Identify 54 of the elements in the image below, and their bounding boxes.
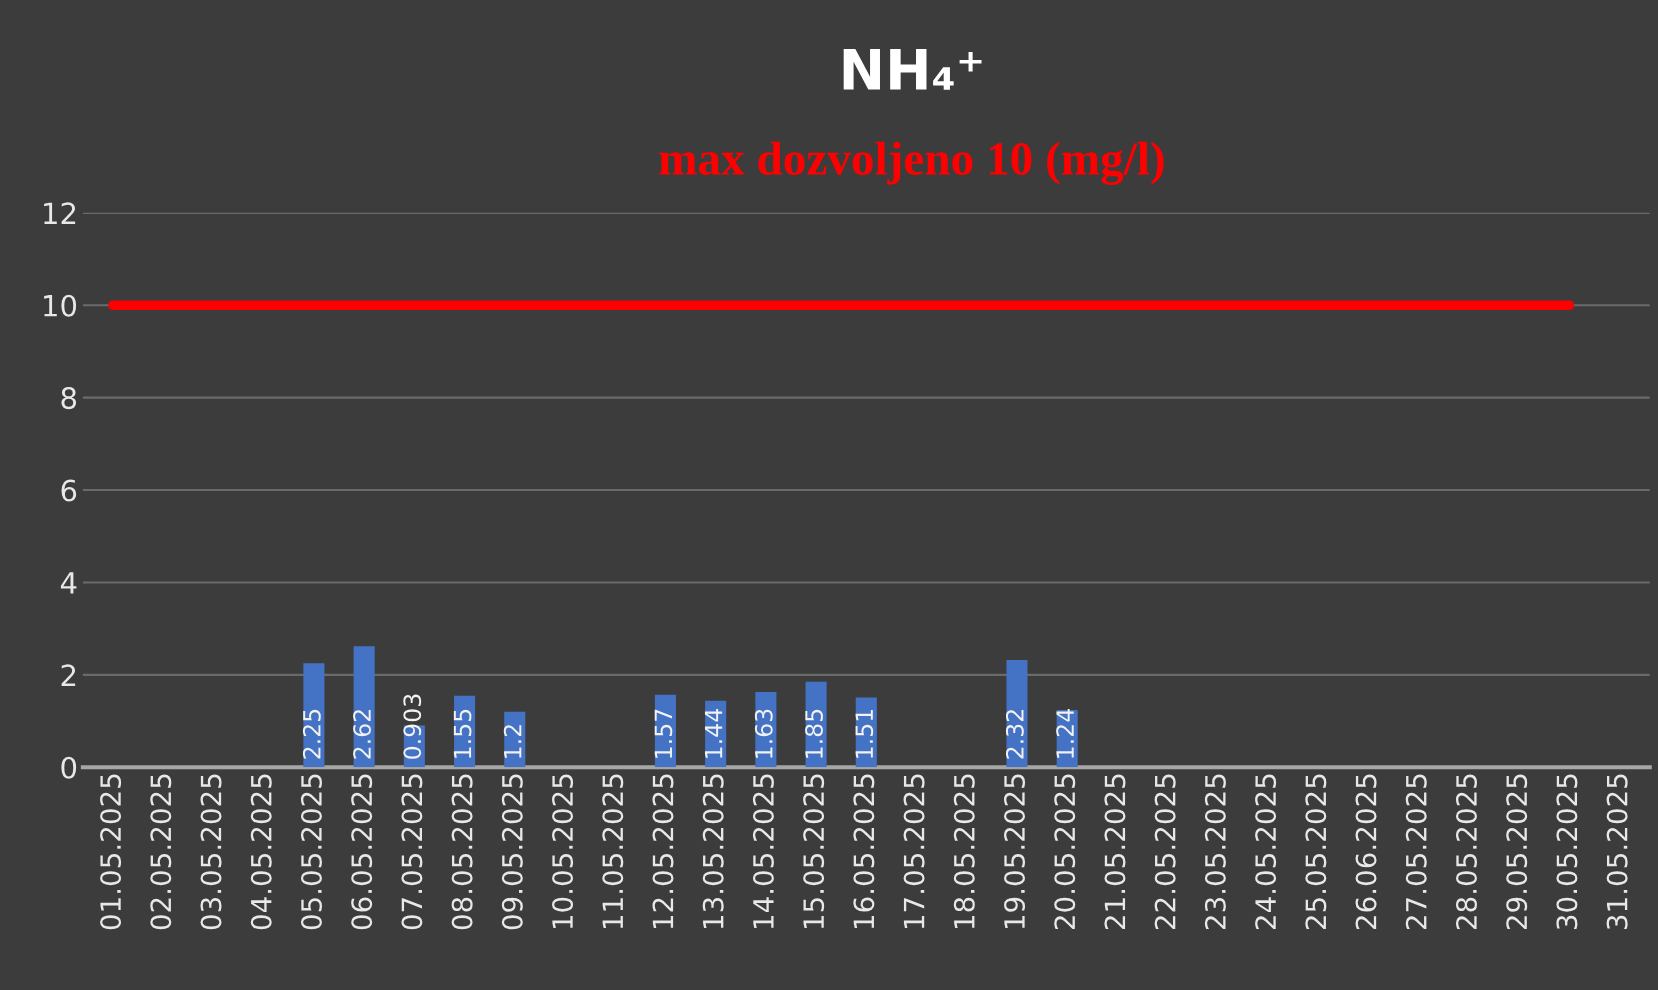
x-tick-label: 26.06.2025 [1355,774,1377,930]
x-tick-label: 11.05.2025 [602,774,624,929]
x-tick-label: 07.05.2025 [401,774,423,930]
x-tick-label: 10.05.2025 [552,774,574,929]
x-tick-label: 28.05.2025 [1455,774,1477,930]
data-label: 2.62 [353,710,371,759]
data-label: 1.24 [1056,709,1074,758]
x-tick-label: 23.05.2025 [1204,774,1226,930]
x-tick-label: 20.05.2025 [1054,774,1076,930]
x-tick-label: 04.05.2025 [250,774,272,930]
x-tick-label: 15.05.2025 [803,774,825,929]
x-tick-label: 22.05.2025 [1154,774,1176,930]
y-tick-label: 10 [44,294,77,317]
x-tick-label: 05.05.2025 [300,774,322,930]
x-tick-label: 01.05.2025 [100,774,122,930]
data-label: 1.51 [855,709,874,758]
x-tick-label: 19.05.2025 [1004,774,1026,929]
x-tick-label: 25.05.2025 [1305,774,1327,930]
x-tick-label: 30.05.2025 [1556,774,1578,930]
x-tick-label: 08.05.2025 [451,774,473,930]
x-tick-label: 02.05.2025 [150,774,172,930]
data-label: 1.85 [805,709,823,758]
data-label: 1.44 [704,709,723,758]
x-tick-label: 18.05.2025 [953,774,975,929]
y-tick-label: 12 [44,202,76,224]
x-tick-label: 31.05.2025 [1606,774,1628,930]
y-tick-label: 0 [61,756,77,779]
x-tick-label: 21.05.2025 [1104,774,1126,930]
bar [1006,660,1028,768]
y-tick-label: 4 [60,572,77,594]
data-label: 1.63 [754,709,773,758]
chart-subtitle: max dozvoljeno 10 (mg/l) [659,141,1164,185]
data-label: 0.903 [403,694,422,759]
y-tick-label: 2 [61,664,76,686]
data-label: 1.55 [453,709,472,758]
x-tick-label: 27.05.2025 [1405,774,1427,930]
x-tick-label: 06.05.2025 [351,774,373,930]
data-label: 2.25 [302,709,321,759]
x-tick-label: 13.05.2025 [702,774,724,929]
x-tick-label: 29.05.2025 [1506,774,1528,930]
x-tick-label: 16.05.2025 [853,774,875,929]
x-tick-label: 12.05.2025 [652,774,674,929]
chart-title: NH₄⁺ [843,49,982,90]
bar [353,646,375,768]
y-tick-label: 6 [61,479,77,502]
x-tick-label: 17.05.2025 [903,774,925,929]
data-label: 2.32 [1005,710,1024,759]
data-label: 1.57 [654,709,673,758]
data-label: 1.2 [503,725,522,758]
x-tick-label: 14.05.2025 [752,774,774,929]
x-tick-label: 24.05.2025 [1255,774,1277,930]
y-tick-label: 8 [61,387,77,410]
x-tick-label: 09.05.2025 [501,774,523,930]
x-tick-label: 03.05.2025 [200,774,222,930]
